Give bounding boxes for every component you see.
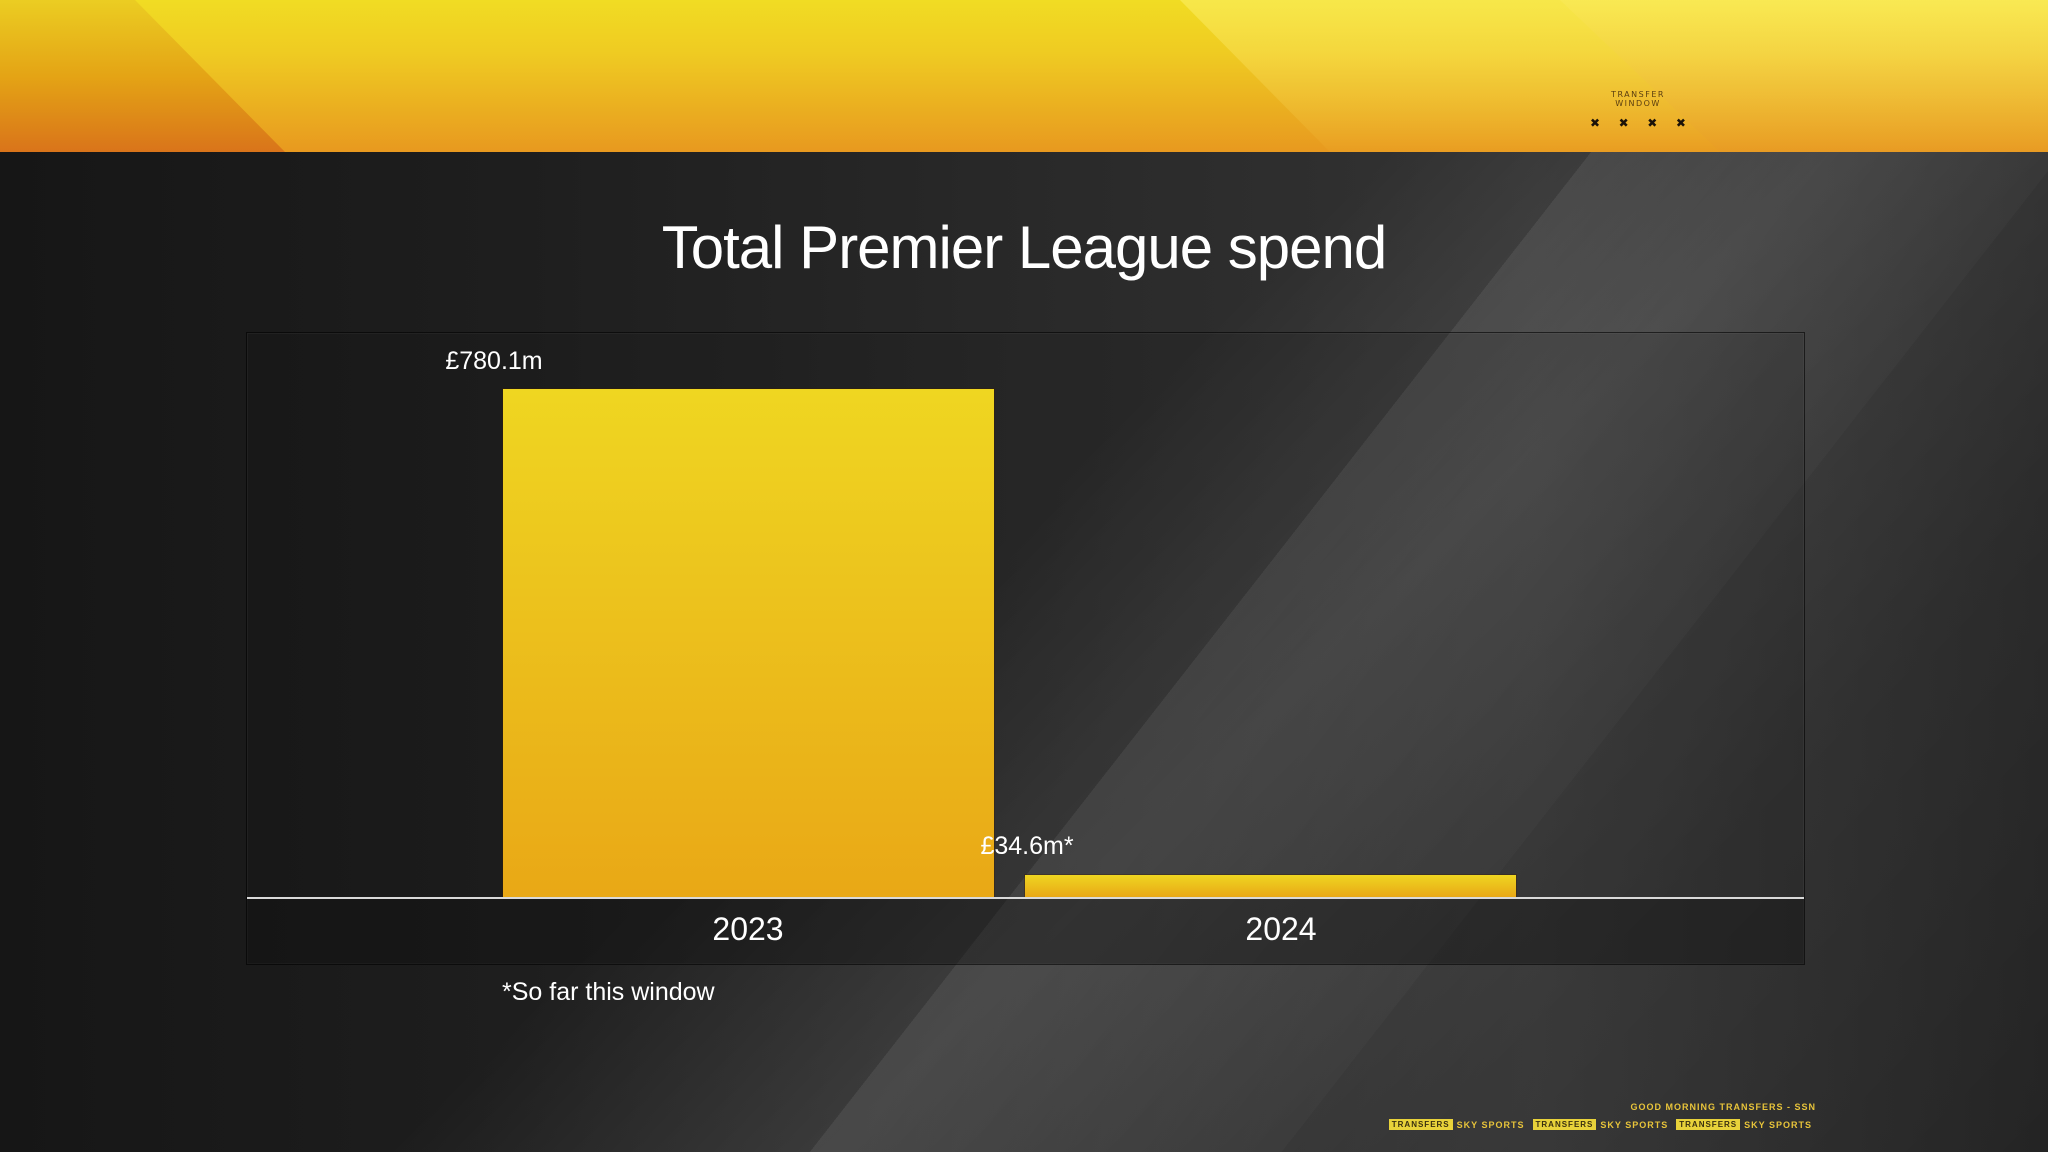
cross-icon: ✖ xyxy=(1647,116,1658,130)
category-axis-band xyxy=(247,898,1804,964)
category-label-2024: 2024 xyxy=(1245,911,1317,947)
ticker-text: SKY SPORTS xyxy=(1744,1119,1812,1130)
bar-value-label-2023: £780.1m xyxy=(445,347,543,375)
x-axis-baseline xyxy=(247,897,1804,899)
footer-ticker: GOOD MORNING TRANSFERS - SSN TRANSFERS S… xyxy=(1388,1102,1816,1130)
ticker-tag: TRANSFERS xyxy=(1676,1119,1741,1130)
chart-title: Total Premier League spend xyxy=(661,214,1387,281)
programme-name: GOOD MORNING TRANSFERS - SSN xyxy=(1630,1102,1816,1112)
cross-icon: ✖ xyxy=(1675,116,1686,130)
bar-2024 xyxy=(1025,875,1516,897)
bar-value-label-2024: £34.6m* xyxy=(980,832,1074,860)
cross-icon: ✖ xyxy=(1590,116,1601,130)
brand-title: TRANSFER WINDOW xyxy=(1611,90,1665,108)
ticker-row: TRANSFERS SKY SPORTS TRANSFERS SKY SPORT… xyxy=(1388,1119,1816,1130)
footnote: *So far this window xyxy=(502,978,715,1006)
category-label-2023: 2023 xyxy=(712,911,784,947)
ticker-text: SKY SPORTS xyxy=(1600,1119,1669,1130)
banner-right-highlight xyxy=(1180,0,2048,152)
ticker-tag: TRANSFERS xyxy=(1532,1119,1597,1130)
ticker-text: SKY SPORTS xyxy=(1456,1119,1525,1130)
ticker-tag: TRANSFERS xyxy=(1388,1119,1453,1130)
top-banner: TRANSFER WINDOW ✖ ✖ ✖ ✖ xyxy=(0,0,2048,152)
bar-chart: £780.1m £34.6m* 2023 2024 xyxy=(246,332,1805,965)
banner-left-shade xyxy=(0,0,285,152)
bar-2023 xyxy=(503,389,994,897)
brand-crosses: ✖ ✖ ✖ ✖ xyxy=(1588,117,1688,129)
cross-icon: ✖ xyxy=(1618,116,1629,130)
transfer-window-logo: TRANSFER WINDOW ✖ ✖ ✖ ✖ xyxy=(1588,90,1688,129)
